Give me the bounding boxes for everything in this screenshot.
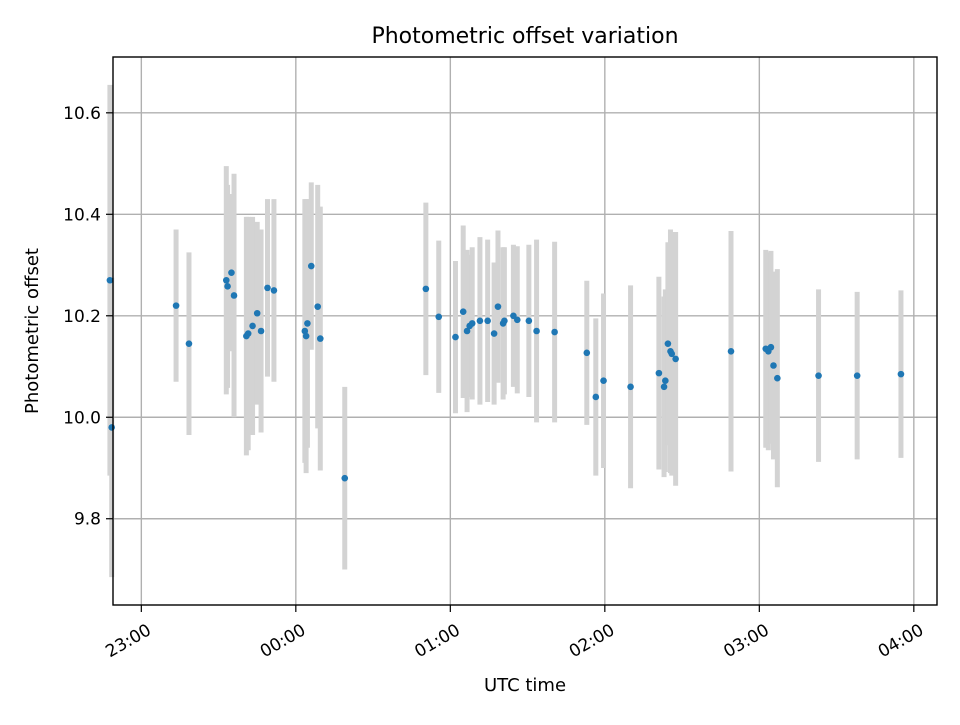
data-point <box>185 340 193 347</box>
data-point <box>551 328 558 336</box>
data-point <box>108 424 116 431</box>
data-point <box>257 327 265 335</box>
data-point <box>172 302 180 309</box>
data-point <box>600 377 607 385</box>
y-tick-label: 10.0 <box>63 408 101 428</box>
data-point <box>463 327 471 335</box>
data-point <box>270 287 278 294</box>
data-point <box>668 350 676 358</box>
data-point <box>513 316 521 324</box>
y-tick-label: 10.6 <box>63 104 101 124</box>
data-point <box>459 308 467 316</box>
data-point <box>253 309 261 317</box>
data-point <box>660 383 668 391</box>
data-point <box>484 317 491 325</box>
data-point <box>468 320 476 327</box>
y-tick-label: 9.8 <box>74 510 101 530</box>
data-point <box>767 343 775 351</box>
data-point <box>302 332 310 340</box>
data-point <box>244 330 252 337</box>
data-point <box>770 362 777 369</box>
data-point <box>476 317 484 325</box>
data-point <box>627 383 634 391</box>
data-point <box>224 283 231 290</box>
data-point <box>301 327 309 335</box>
x-tick-label: 02:00 <box>566 620 618 662</box>
data-point <box>494 303 502 310</box>
y-tick-label: 10.2 <box>63 307 101 327</box>
data-point <box>815 372 822 379</box>
data-point <box>223 276 230 284</box>
data-point <box>662 377 669 385</box>
data-point <box>304 320 311 327</box>
y-tick-label: 10.4 <box>63 205 101 225</box>
errorbar-layer <box>107 84 904 578</box>
data-point <box>264 284 271 292</box>
data-point <box>672 355 679 363</box>
point-layer <box>106 262 905 482</box>
data-point <box>490 330 498 337</box>
data-point <box>106 276 114 284</box>
data-point <box>501 317 508 325</box>
data-point <box>774 374 781 382</box>
data-point <box>533 327 540 335</box>
data-point <box>316 335 324 342</box>
data-point <box>314 303 322 310</box>
data-point <box>249 322 256 330</box>
data-point <box>897 370 905 378</box>
x-axis-label: UTC time <box>484 675 566 696</box>
x-tick-label: 01:00 <box>411 620 463 662</box>
data-point <box>228 269 235 276</box>
data-point <box>341 474 349 482</box>
grid-layer <box>113 57 937 605</box>
data-point <box>592 393 600 401</box>
y-axis-label: Photometric offset <box>22 248 43 414</box>
chart-title: Photometric offset variation <box>371 24 678 49</box>
data-point <box>435 313 443 321</box>
data-point <box>452 333 459 341</box>
data-point <box>525 317 533 325</box>
data-point <box>230 292 238 299</box>
data-point <box>853 372 861 379</box>
x-tick-label: 03:00 <box>720 620 772 662</box>
data-point <box>664 340 672 347</box>
x-tick-label: 00:00 <box>257 620 309 662</box>
data-point <box>655 369 663 377</box>
data-point <box>307 262 315 270</box>
x-tick-label: 04:00 <box>875 620 927 662</box>
plot-frame <box>112 56 938 606</box>
data-point <box>422 285 430 293</box>
data-point <box>727 347 735 355</box>
x-tick-label: 23:00 <box>102 620 154 662</box>
data-point <box>583 349 591 357</box>
